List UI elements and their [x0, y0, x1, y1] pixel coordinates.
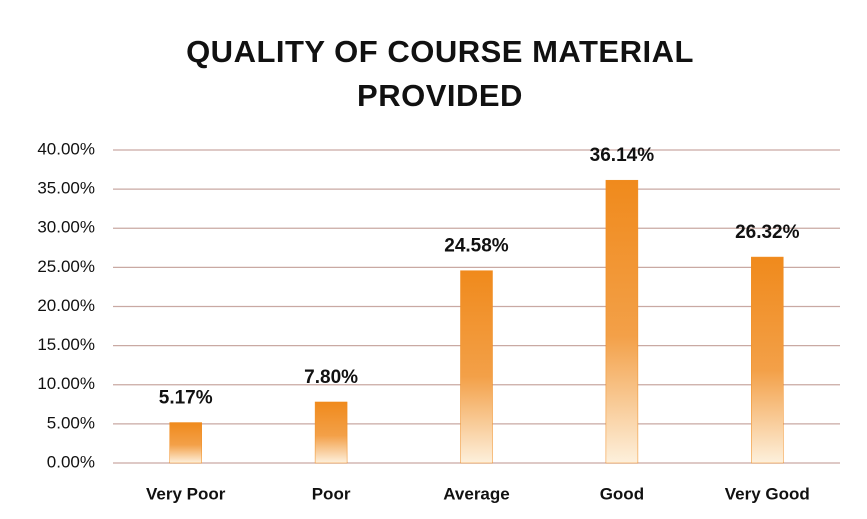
y-tick-label: 10.00% — [37, 374, 95, 393]
y-tick-label: 20.00% — [37, 296, 95, 315]
y-tick-label: 40.00% — [37, 139, 95, 158]
y-tick-label: 25.00% — [37, 257, 95, 276]
chart-title: QUALITY OF COURSE MATERIAL PROVIDED — [186, 34, 694, 113]
data-label: 5.17% — [159, 388, 213, 409]
data-label: 24.58% — [444, 236, 509, 257]
y-tick-label: 0.00% — [47, 452, 95, 471]
y-tick-label: 5.00% — [47, 413, 95, 432]
y-tick-label: 30.00% — [37, 218, 95, 237]
x-tick-label: Good — [600, 484, 644, 503]
bar — [751, 256, 784, 464]
bar — [314, 401, 348, 464]
x-tick-label: Poor — [312, 484, 351, 503]
bar — [169, 422, 202, 464]
data-label: 7.80% — [304, 367, 358, 388]
bar — [460, 270, 493, 464]
x-tick-label: Very Good — [725, 484, 810, 503]
bar — [605, 179, 639, 464]
y-tick-label: 15.00% — [37, 335, 95, 354]
x-tick-label: Average — [443, 484, 509, 503]
y-tick-label: 35.00% — [37, 179, 95, 198]
data-label: 36.14% — [590, 145, 655, 166]
data-label: 26.32% — [735, 222, 800, 243]
x-tick-label: Very Poor — [146, 484, 226, 503]
